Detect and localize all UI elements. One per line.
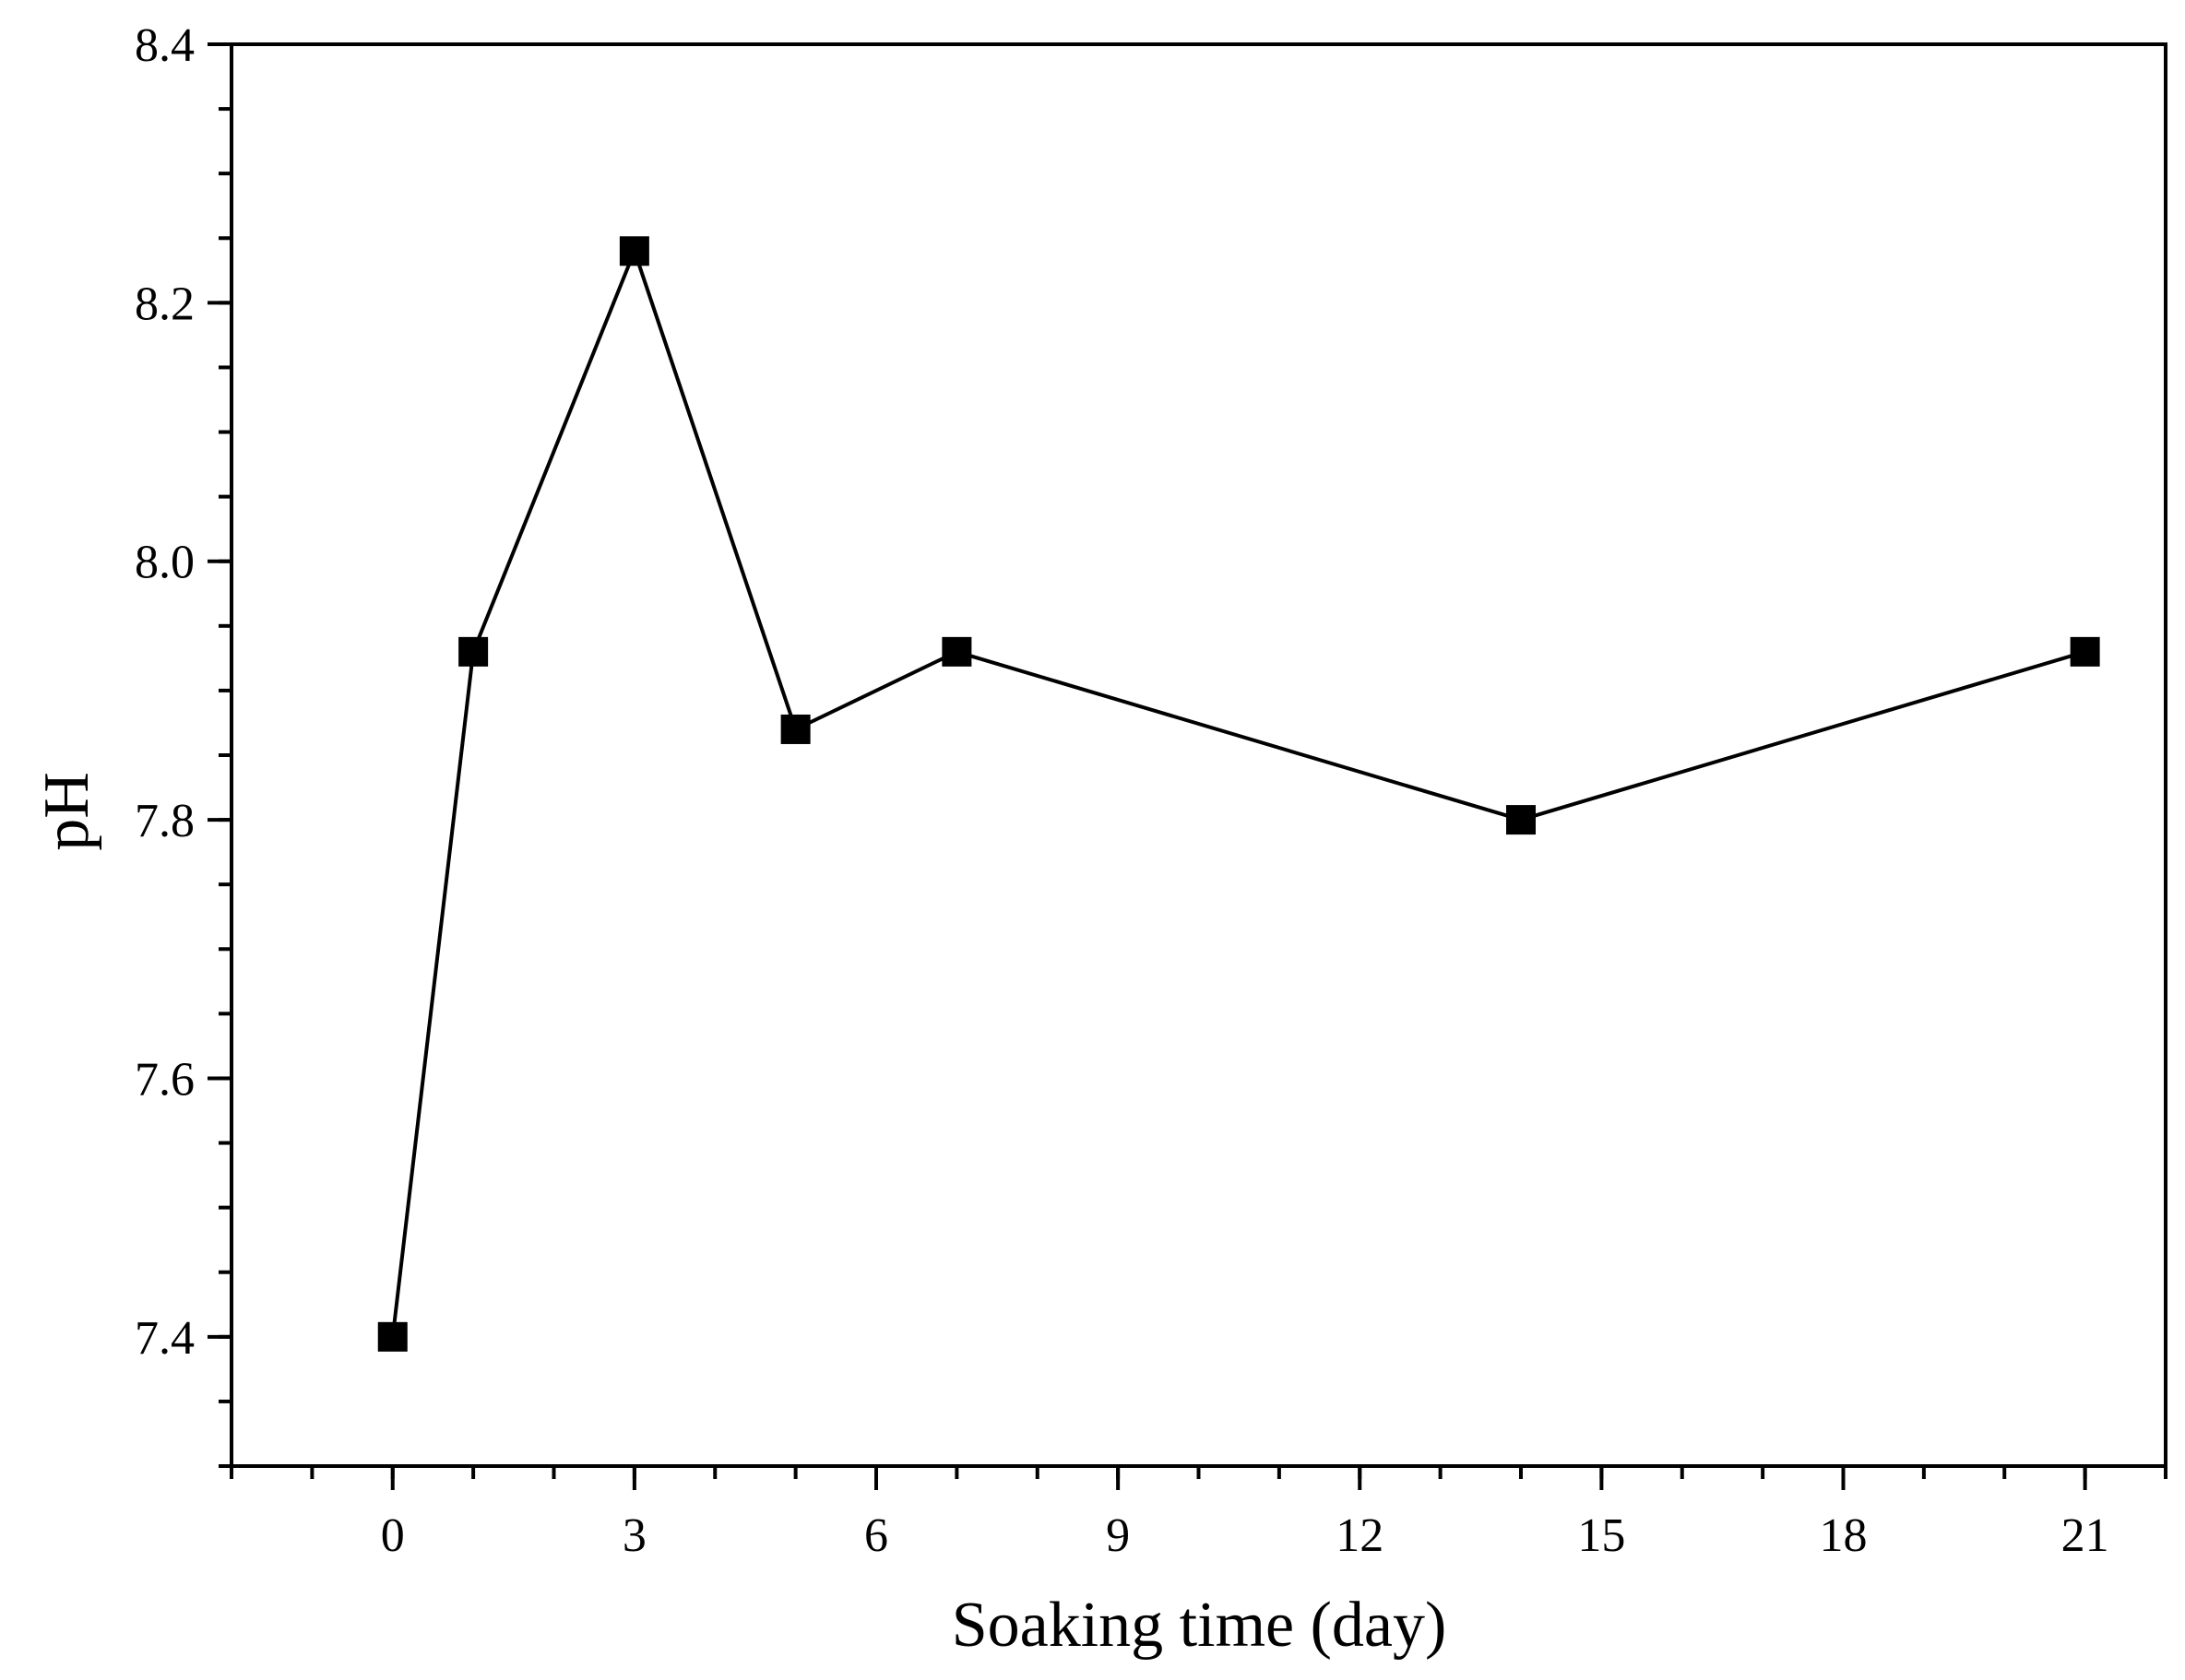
y-axis-ticks: 7.4 7.6 7.8 8.0 8.2 8.4 xyxy=(135,19,232,1468)
data-point-marker xyxy=(1506,805,1536,835)
y-tick-label: 7.6 xyxy=(135,1053,195,1106)
data-point-marker xyxy=(942,636,972,667)
y-tick-label: 8.0 xyxy=(135,537,195,589)
x-tick-label: 3 xyxy=(623,1509,647,1562)
data-point-marker xyxy=(619,236,649,266)
x-tick-label: 15 xyxy=(1577,1509,1625,1562)
y-tick-label: 8.2 xyxy=(135,278,195,330)
y-tick-label: 7.8 xyxy=(135,795,195,847)
y-axis-title: pH xyxy=(31,772,102,851)
data-point-marker xyxy=(780,714,811,744)
data-point-marker xyxy=(2070,636,2100,667)
x-axis-title: Soaking time (day) xyxy=(952,1590,1447,1661)
x-tick-label: 18 xyxy=(1820,1509,1868,1562)
x-tick-label: 12 xyxy=(1336,1509,1383,1562)
x-tick-label: 9 xyxy=(1106,1509,1130,1562)
x-axis-ticks: 0 3 6 9 12 15 18 21 xyxy=(230,1466,2167,1562)
y-tick-label: 7.4 xyxy=(135,1312,195,1365)
x-tick-label: 6 xyxy=(864,1509,888,1562)
data-point-marker xyxy=(458,636,489,667)
plot-frame xyxy=(230,42,2167,1468)
y-tick-label: 8.4 xyxy=(135,19,195,72)
x-tick-label: 21 xyxy=(2061,1509,2109,1562)
series-layer xyxy=(377,236,2100,1352)
data-point-marker xyxy=(377,1321,408,1352)
series-line xyxy=(390,245,2086,1338)
x-tick-label: 0 xyxy=(381,1509,405,1562)
